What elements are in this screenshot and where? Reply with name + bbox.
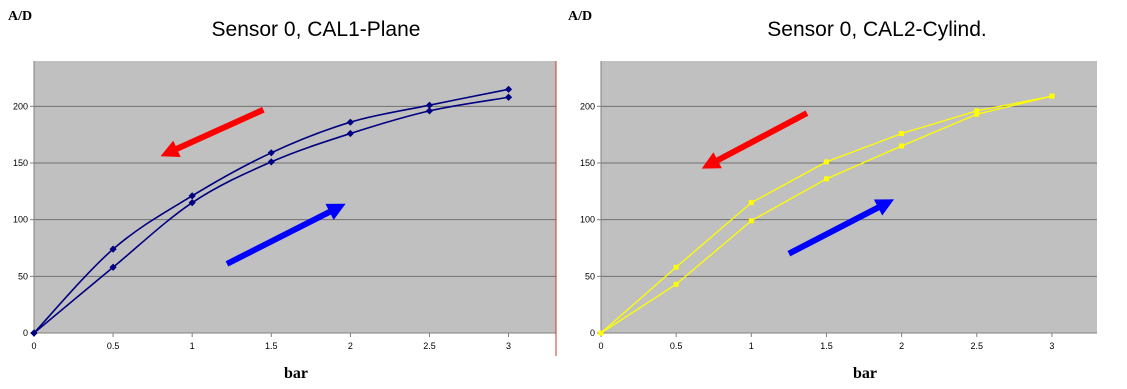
red-arrow: [701, 110, 809, 169]
data-point-marker: [267, 149, 275, 157]
red-arrow: [160, 106, 265, 157]
blue-arrow: [787, 199, 895, 257]
data-point-marker: [504, 93, 513, 101]
data-point-marker: [346, 129, 354, 138]
data-point-marker: [188, 199, 196, 207]
x-tick-label: 2: [348, 341, 353, 351]
chart-cal1-plane: 0 50 100 150 200 0 0.5 1 1.5 2 2.5 3 A/D Sensor 0,…: [8, 9, 557, 382]
y-tick-label: 150: [13, 158, 28, 168]
blue-arrow: [225, 203, 346, 267]
y-tick-label: 200: [580, 101, 595, 111]
x-tick-label: 1: [190, 341, 195, 351]
data-point-marker: [425, 101, 434, 109]
marker-layer: [598, 93, 1055, 336]
x-tick-label: 1.5: [820, 341, 833, 351]
data-point-marker: [188, 192, 196, 200]
data-point-marker: [504, 85, 513, 93]
data-point-marker: [598, 330, 604, 336]
data-point-marker: [346, 118, 354, 126]
y-tick-label: 100: [580, 215, 595, 225]
x-tick-label: 3: [506, 341, 511, 351]
x-tick-label: 0.5: [107, 341, 120, 351]
data-point-marker: [899, 131, 905, 137]
data-point-marker: [748, 200, 754, 206]
data-point-marker: [899, 143, 905, 149]
y-tick-label: 100: [13, 215, 28, 225]
chart-title: Sensor 0, CAL2-Cylind.: [767, 18, 986, 41]
data-point-marker: [109, 263, 117, 271]
data-point-marker: [673, 281, 679, 287]
x-tick-label: 0: [598, 341, 603, 351]
x-tick-label: 2.5: [423, 341, 436, 351]
data-point-marker: [748, 218, 754, 224]
y-tick-label: 200: [13, 101, 28, 111]
arrow-layer: [701, 110, 895, 257]
marker-layer: [30, 85, 513, 337]
y-tick-labels: 0 50 100 150 200: [580, 101, 601, 338]
data-point-marker: [823, 159, 829, 165]
x-tick-labels: 0 0.5 1 1.5 2 2.5 3: [598, 333, 1054, 351]
y-tick-label: 150: [580, 158, 595, 168]
x-tick-label: 2.5: [970, 341, 983, 351]
chart-ylabel: A/D: [8, 9, 32, 24]
y-tick-label: 0: [23, 328, 28, 338]
data-point-marker: [823, 176, 829, 182]
chart-xlabel: bar: [284, 365, 308, 382]
x-tick-label: 1: [749, 341, 754, 351]
data-point-marker: [30, 329, 38, 337]
chart-cal2-cylind: 0 50 100 150 200 0 0.5 1 1.5 2 2.5 3 A/D Sensor 0,…: [568, 9, 1097, 382]
chart-xlabel: bar: [853, 365, 877, 382]
x-tick-labels: 0 0.5 1 1.5 2 2.5 3: [31, 333, 511, 351]
y-tick-labels: 0 50 100 150 200: [13, 101, 34, 338]
y-tick-label: 50: [585, 271, 595, 281]
x-tick-label: 0: [31, 341, 36, 351]
arrow-layer: [160, 106, 346, 267]
y-tick-label: 50: [18, 271, 28, 281]
data-point-marker: [974, 111, 980, 117]
x-tick-label: 0.5: [670, 341, 683, 351]
x-tick-label: 3: [1049, 341, 1054, 351]
data-point-marker: [673, 264, 679, 270]
y-tick-label: 0: [590, 328, 595, 338]
gridlines: [34, 105, 556, 277]
chart-title: Sensor 0, CAL1-Plane: [212, 18, 421, 41]
data-point-marker: [1049, 93, 1055, 99]
x-tick-label: 1.5: [265, 341, 278, 351]
chart-ylabel: A/D: [568, 9, 592, 24]
data-point-marker: [425, 107, 434, 115]
data-point-marker: [109, 245, 117, 253]
data-point-marker: [267, 158, 275, 166]
data-point-marker: [974, 108, 980, 114]
x-tick-label: 2: [899, 341, 904, 351]
